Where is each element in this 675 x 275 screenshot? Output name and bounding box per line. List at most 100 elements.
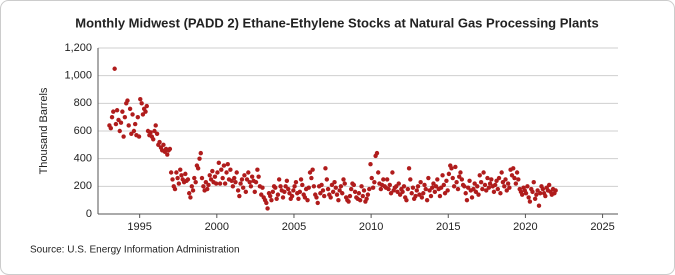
data-point [446, 171, 452, 177]
data-point [114, 108, 120, 113]
data-point [459, 177, 465, 182]
data-point [140, 112, 146, 117]
x-tick-label: 2005 [282, 221, 306, 233]
data-point [201, 184, 206, 189]
data-point [421, 191, 426, 196]
source-note: Source: U.S. Energy Information Administ… [30, 245, 240, 256]
data-point [369, 175, 374, 181]
data-point [338, 184, 344, 189]
data-point [418, 179, 423, 185]
data-point [500, 179, 506, 185]
data-point [370, 185, 376, 190]
data-point [527, 199, 533, 204]
data-point [120, 109, 125, 114]
data-point [478, 179, 484, 185]
data-point [310, 167, 315, 172]
data-point [489, 177, 494, 182]
data-point [219, 167, 224, 172]
data-point [118, 120, 124, 125]
x-tick-label: 2020 [513, 221, 537, 233]
data-point [183, 171, 188, 177]
data-point [505, 181, 511, 186]
data-point [314, 195, 319, 200]
data-point [467, 178, 472, 183]
data-point [553, 188, 558, 193]
data-point [332, 179, 337, 185]
data-point [175, 175, 180, 181]
data-point [172, 186, 178, 192]
data-point [543, 193, 548, 199]
data-point [287, 191, 292, 196]
data-point [482, 182, 488, 188]
data-point [248, 184, 254, 189]
data-point [360, 193, 365, 199]
data-point [531, 179, 536, 185]
data-point [220, 175, 225, 181]
data-point [476, 192, 481, 197]
data-point [253, 179, 259, 185]
x-tick-label: 1995 [127, 221, 151, 233]
data-point [503, 177, 508, 182]
data-point [374, 150, 380, 156]
data-point [346, 199, 351, 204]
y-tick-label: 200 [74, 180, 92, 192]
y-tick-label: 1,000 [64, 70, 92, 82]
data-point [130, 112, 135, 117]
data-point [148, 130, 153, 135]
data-point [210, 168, 215, 174]
data-point [242, 173, 247, 178]
data-point [212, 174, 218, 179]
x-tick-label: 2015 [436, 221, 460, 233]
data-point [424, 197, 430, 203]
data-point [432, 189, 438, 195]
data-point [525, 184, 530, 189]
data-point [255, 167, 260, 172]
data-point [323, 166, 328, 171]
data-point [504, 188, 509, 193]
data-point [341, 177, 346, 182]
data-point [138, 96, 143, 102]
y-tick-label: 600 [74, 125, 92, 137]
x-tick-label: 2025 [590, 221, 614, 233]
data-point [243, 189, 249, 195]
data-point [404, 197, 409, 203]
data-point [186, 191, 192, 196]
data-point [278, 184, 283, 189]
data-point [174, 170, 179, 175]
data-point [514, 170, 520, 175]
data-point [302, 195, 308, 200]
data-point [203, 179, 209, 185]
data-point [386, 186, 391, 192]
data-point [111, 109, 116, 114]
data-point [178, 167, 183, 172]
data-point [376, 170, 381, 175]
data-point [189, 184, 195, 189]
data-point [507, 185, 512, 190]
data-point [325, 186, 331, 192]
data-point [454, 179, 459, 185]
data-point [409, 191, 414, 196]
data-point [247, 179, 252, 185]
data-point [205, 186, 210, 192]
data-point [395, 189, 400, 195]
data-point [365, 192, 371, 197]
data-point [232, 175, 237, 181]
data-point [340, 191, 345, 196]
data-point [330, 189, 336, 195]
data-point [121, 134, 126, 139]
data-point [406, 166, 412, 171]
data-point [499, 170, 504, 175]
data-point [423, 186, 428, 192]
data-point [286, 186, 291, 192]
data-point [381, 177, 386, 182]
data-point [222, 181, 228, 186]
data-point [422, 182, 427, 188]
data-point [300, 182, 305, 188]
data-point [139, 101, 144, 106]
data-point [512, 175, 517, 181]
data-point [513, 181, 519, 186]
data-point [464, 197, 470, 203]
data-point [492, 182, 498, 188]
data-point [297, 189, 303, 195]
